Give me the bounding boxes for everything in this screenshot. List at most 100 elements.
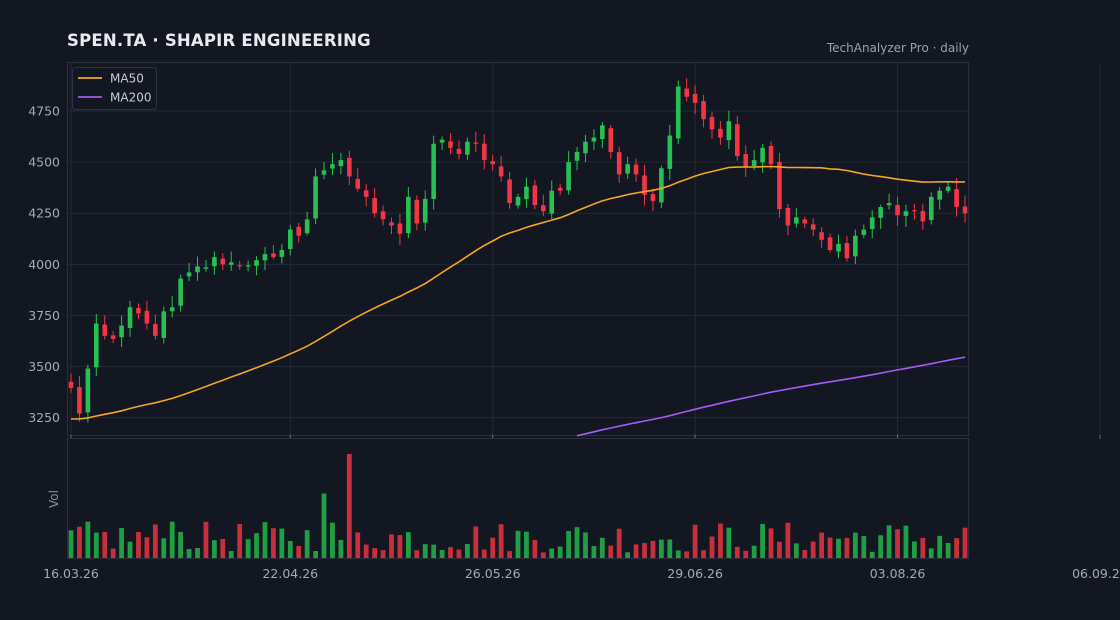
volume-bar: [692, 524, 698, 558]
candle-body: [102, 324, 108, 336]
volume-bars: [68, 454, 968, 558]
volume-bar: [667, 539, 673, 558]
volume-bar: [557, 546, 563, 558]
candle-body: [692, 93, 698, 103]
candle-body: [777, 161, 782, 210]
volume-bar: [515, 530, 521, 558]
price-gridlines: [68, 63, 1101, 435]
candle-body: [490, 161, 495, 165]
candle-body: [355, 178, 361, 189]
candle-body: [743, 154, 749, 167]
candle-body: [169, 307, 175, 312]
y-tick-label: 3500: [28, 359, 60, 374]
candle-body: [431, 143, 436, 200]
volume-bar: [313, 551, 318, 558]
candle-body: [313, 176, 318, 219]
volume-bar: [616, 528, 622, 558]
volume-bar: [878, 535, 884, 558]
volume-bar: [498, 524, 504, 558]
volume-bar: [490, 537, 496, 558]
y-axis-ticks: 3250 3500 3750 4000 4250 4500 4750: [28, 104, 60, 426]
candle-body: [583, 141, 588, 154]
candle-body: [861, 229, 867, 235]
candle-body: [962, 206, 968, 214]
volume-bar: [119, 528, 125, 558]
candle-body: [625, 164, 630, 174]
candle-body: [819, 232, 824, 240]
candle-body: [751, 160, 757, 167]
chart-title: SPEN.TA · SHAPIR ENGINEERING: [67, 31, 371, 50]
ma50-line: [70, 165, 965, 420]
volume-bar: [540, 552, 546, 558]
candle-body: [448, 141, 453, 148]
candle-body: [321, 170, 327, 175]
volume-bar: [464, 543, 470, 558]
candle-body: [920, 211, 926, 222]
x-tick-label: 06.09.26: [1072, 566, 1120, 581]
volume-bar: [566, 531, 572, 558]
x-axis-ticks: 16.03.26 22.04.26 26.05.26 29.06.26 03.08.26…: [43, 435, 1120, 581]
candle-body: [878, 207, 883, 218]
candle-body: [439, 139, 445, 143]
candle-body: [659, 168, 664, 203]
volume-bar: [422, 544, 428, 558]
volume-bar: [658, 539, 664, 558]
volume-bar: [161, 538, 167, 558]
candle-body: [330, 164, 335, 169]
candle-body: [515, 196, 521, 206]
candle-body: [136, 308, 141, 314]
volume-bar: [456, 549, 462, 558]
candle-body: [220, 258, 226, 265]
volume-bar: [68, 530, 74, 558]
volume-bar: [397, 535, 403, 558]
candle-body: [785, 207, 791, 226]
volume-bar: [304, 530, 310, 558]
candle-body: [566, 162, 571, 191]
data-source-label: TechAnalyzer Pro · daily: [826, 41, 969, 55]
volume-bar: [633, 544, 639, 558]
candle-body: [945, 186, 951, 191]
volume-bar: [186, 549, 192, 558]
candle-body: [853, 235, 858, 257]
candle-body: [372, 198, 377, 214]
y-tick-label: 4750: [28, 104, 60, 119]
candle-body: [94, 323, 99, 368]
candle-body: [574, 151, 580, 161]
volume-bar: [77, 526, 82, 558]
volume-bar: [93, 532, 99, 558]
volume-bar: [245, 539, 251, 558]
candle-body: [650, 194, 656, 201]
candle-body: [212, 257, 217, 267]
candle-body: [85, 368, 91, 413]
volume-bar: [650, 540, 656, 558]
candle-body: [768, 146, 774, 165]
candle-body: [608, 128, 614, 152]
volume-bar: [549, 548, 555, 558]
y-tick-label: 3750: [28, 308, 60, 323]
volume-bar: [684, 551, 690, 558]
candle-body: [532, 185, 538, 206]
volume-bar: [777, 541, 782, 558]
x-tick-label: 03.08.26: [870, 566, 926, 581]
candle-body: [77, 387, 82, 414]
volume-bar: [743, 550, 749, 558]
candle-body: [844, 243, 850, 259]
candle-body: [718, 128, 723, 138]
candle-body: [363, 190, 369, 197]
volume-bar: [599, 537, 605, 558]
candle-body: [675, 86, 681, 139]
candle-body: [153, 324, 158, 336]
volume-bar: [211, 540, 217, 558]
candle-body: [937, 190, 942, 200]
volume-bar: [127, 541, 133, 558]
candle-body: [928, 196, 934, 221]
volume-bar: [507, 551, 512, 558]
candle-body: [127, 307, 133, 329]
candle-body: [684, 88, 689, 97]
candle-body: [144, 310, 150, 324]
candle-body: [254, 260, 259, 266]
volume-bar: [271, 528, 276, 558]
candle-body: [228, 262, 234, 265]
candle-body: [954, 189, 959, 208]
